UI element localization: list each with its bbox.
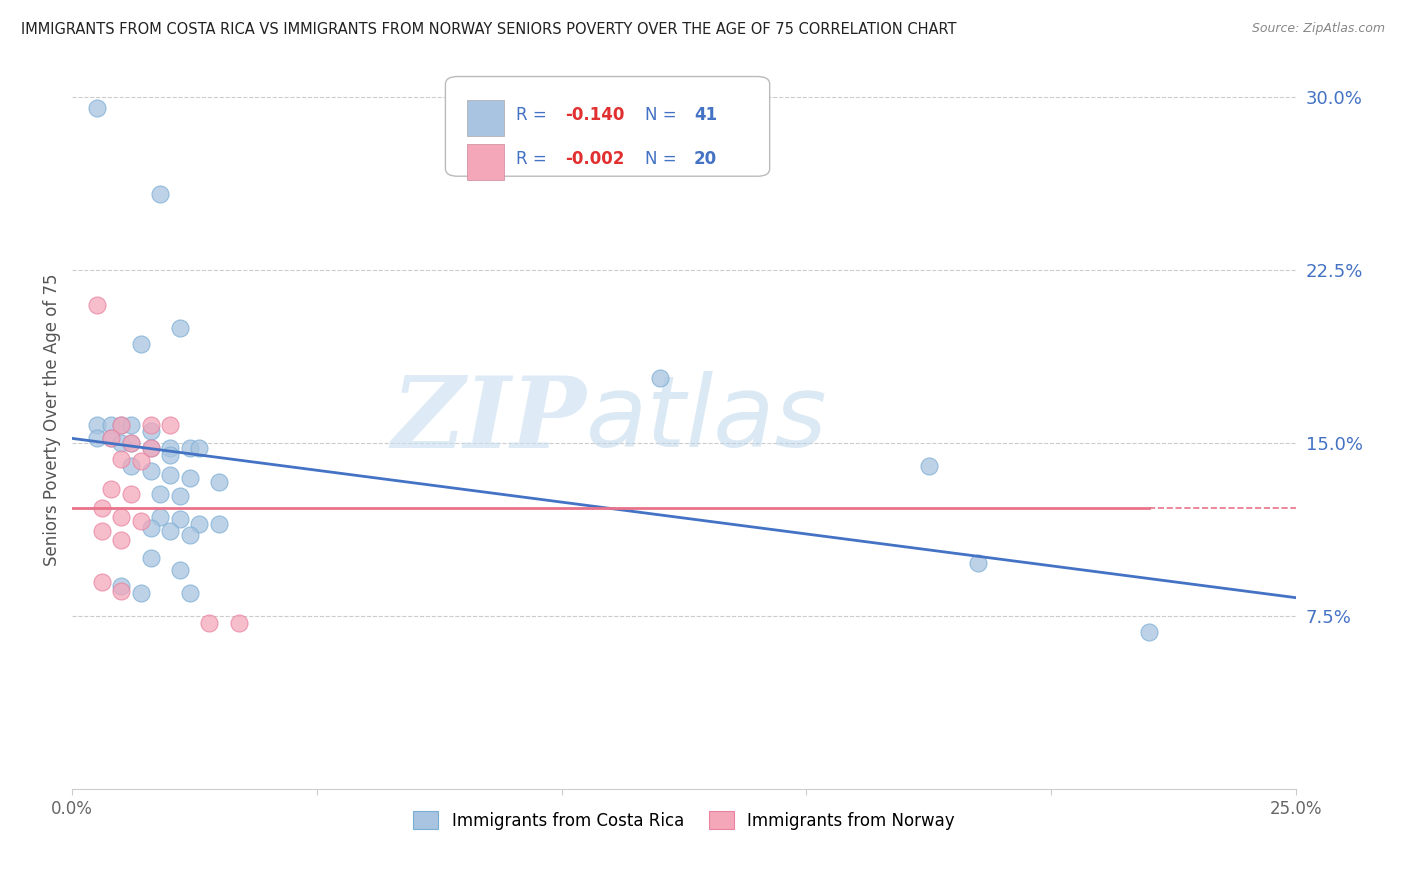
Text: 20: 20	[693, 151, 717, 169]
Point	[120, 436, 142, 450]
Text: ZIP: ZIP	[391, 372, 586, 468]
Point	[159, 417, 181, 432]
Point	[179, 441, 201, 455]
Point	[159, 448, 181, 462]
Text: Source: ZipAtlas.com: Source: ZipAtlas.com	[1251, 22, 1385, 36]
Point	[86, 431, 108, 445]
Point	[139, 425, 162, 439]
Point	[149, 509, 172, 524]
Point	[149, 487, 172, 501]
Bar	[467, 145, 505, 180]
Text: 41: 41	[693, 106, 717, 124]
FancyBboxPatch shape	[446, 77, 769, 177]
Point	[120, 459, 142, 474]
Point	[110, 583, 132, 598]
Text: R =: R =	[516, 151, 553, 169]
Point	[120, 436, 142, 450]
Point	[169, 563, 191, 577]
Point	[139, 441, 162, 455]
Point	[179, 470, 201, 484]
Point	[120, 487, 142, 501]
Y-axis label: Seniors Poverty Over the Age of 75: Seniors Poverty Over the Age of 75	[44, 274, 60, 566]
Point	[129, 515, 152, 529]
Point	[86, 417, 108, 432]
Point	[110, 533, 132, 547]
Point	[139, 521, 162, 535]
Point	[129, 586, 152, 600]
Point	[1137, 625, 1160, 640]
Point	[228, 615, 250, 630]
Point	[110, 417, 132, 432]
Point	[129, 336, 152, 351]
Point	[159, 524, 181, 538]
Point	[110, 579, 132, 593]
Point	[90, 524, 112, 538]
Point	[966, 556, 988, 570]
Text: N =: N =	[645, 106, 682, 124]
Point	[110, 452, 132, 467]
Text: R =: R =	[516, 106, 553, 124]
Point	[90, 574, 112, 589]
Point	[169, 512, 191, 526]
Text: IMMIGRANTS FROM COSTA RICA VS IMMIGRANTS FROM NORWAY SENIORS POVERTY OVER THE AG: IMMIGRANTS FROM COSTA RICA VS IMMIGRANTS…	[21, 22, 956, 37]
Point	[100, 431, 122, 445]
Text: -0.002: -0.002	[565, 151, 624, 169]
Point	[100, 417, 122, 432]
Point	[86, 297, 108, 311]
Point	[149, 186, 172, 201]
Point	[139, 464, 162, 478]
Point	[208, 475, 231, 490]
Text: atlas: atlas	[586, 371, 828, 468]
Point	[90, 500, 112, 515]
Point	[129, 454, 152, 468]
Point	[179, 528, 201, 542]
Point	[86, 102, 108, 116]
Point	[139, 551, 162, 566]
Text: N =: N =	[645, 151, 682, 169]
Point	[139, 441, 162, 455]
Text: -0.140: -0.140	[565, 106, 624, 124]
Point	[159, 468, 181, 483]
Point	[648, 371, 671, 385]
Point	[169, 489, 191, 503]
Point	[188, 516, 211, 531]
Point	[918, 459, 941, 474]
Point	[100, 482, 122, 496]
Point	[139, 417, 162, 432]
Point	[208, 516, 231, 531]
Legend: Immigrants from Costa Rica, Immigrants from Norway: Immigrants from Costa Rica, Immigrants f…	[406, 805, 962, 837]
Bar	[467, 100, 505, 136]
Point	[169, 320, 191, 334]
Point	[188, 441, 211, 455]
Point	[110, 436, 132, 450]
Point	[179, 586, 201, 600]
Point	[159, 441, 181, 455]
Point	[110, 509, 132, 524]
Point	[100, 431, 122, 445]
Point	[120, 417, 142, 432]
Point	[198, 615, 221, 630]
Point	[110, 417, 132, 432]
